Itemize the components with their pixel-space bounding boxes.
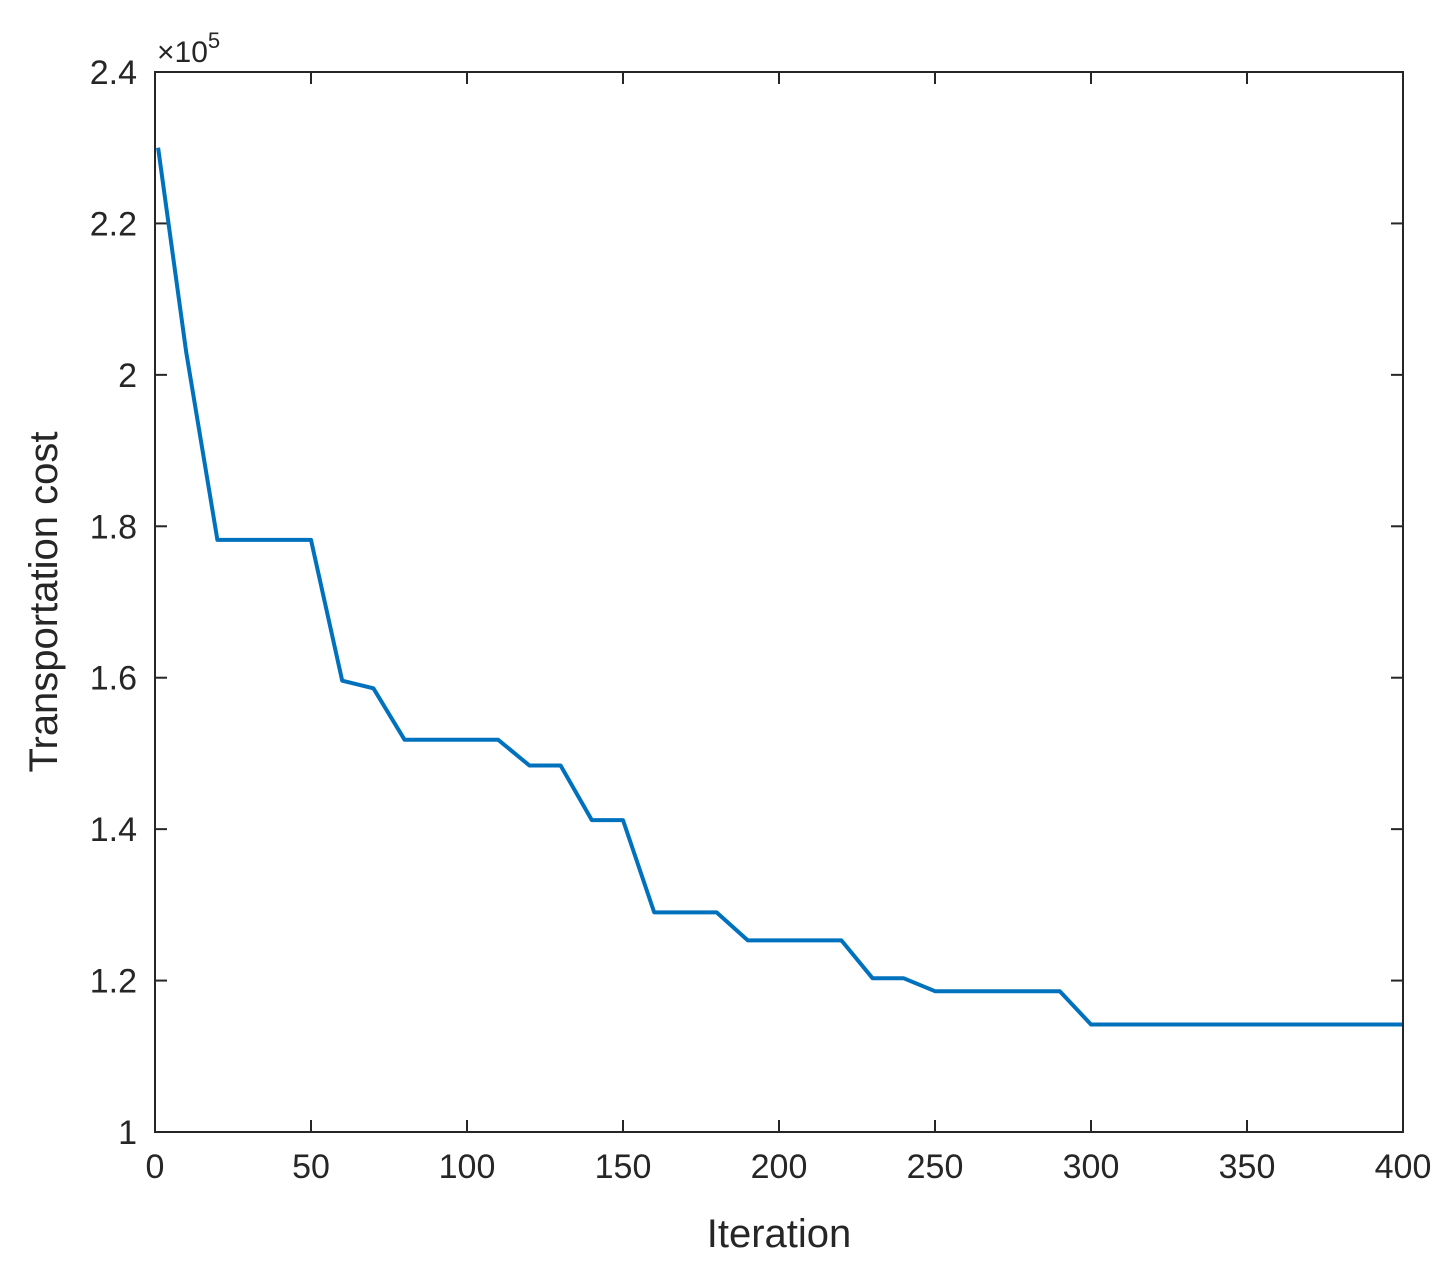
y-tick-label: 1.4 <box>90 811 137 849</box>
y-tick-label: 2.4 <box>90 54 137 92</box>
y-tick-label: 1 <box>118 1114 137 1152</box>
x-tick-label: 150 <box>595 1148 652 1186</box>
y-tick-label: 2.2 <box>90 205 137 243</box>
y-axis-multiplier: ×105 <box>157 28 220 69</box>
x-axis-ticks: 0 50 100 150 200 250 300 350 400 <box>146 72 1432 1186</box>
y-tick-label: 2 <box>118 357 137 395</box>
y-axis-ticks: 1 1.2 1.4 1.6 1.8 2 2.2 2.4 <box>90 54 1403 1152</box>
x-tick-label: 300 <box>1063 1148 1120 1186</box>
y-axis-label: Transportation cost <box>22 432 66 773</box>
y-tick-label: 1.6 <box>90 660 137 698</box>
x-tick-label: 350 <box>1219 1148 1276 1186</box>
series-layer <box>156 147 1403 1027</box>
x-tick-label: 250 <box>907 1148 964 1186</box>
x-axis-label: Iteration <box>707 1212 852 1256</box>
x-tick-label: 50 <box>292 1148 330 1186</box>
x-tick-label: 100 <box>439 1148 496 1186</box>
x-tick-label: 200 <box>751 1148 808 1186</box>
y-tick-label: 1.2 <box>90 963 137 1001</box>
x-tick-label: 0 <box>146 1148 165 1186</box>
x-tick-label: 400 <box>1375 1148 1432 1186</box>
y-tick-label: 1.8 <box>90 508 137 546</box>
series-line <box>156 147 1403 1027</box>
plot-area-frame <box>154 71 1404 1133</box>
